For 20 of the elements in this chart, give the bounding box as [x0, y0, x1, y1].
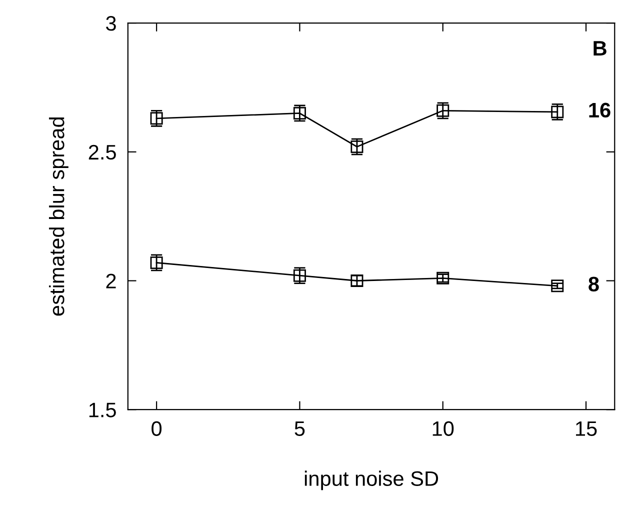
x-tick-label: 0 — [152, 421, 162, 436]
y-axis-title: estimated blur spread — [48, 117, 68, 316]
y-tick-label: 2.5 — [88, 144, 116, 160]
point — [551, 280, 564, 292]
annotation: B — [594, 41, 606, 56]
point — [150, 112, 163, 125]
x-axis-title: input noise SD — [304, 470, 438, 490]
point — [436, 104, 450, 117]
x-tick-label: 10 — [432, 421, 454, 436]
point — [350, 140, 364, 153]
x-tick-label: 15 — [576, 421, 597, 436]
series-label: 16 — [589, 102, 610, 118]
point — [293, 269, 306, 282]
y-tick-label: 3 — [106, 16, 116, 31]
y-tick-label: 1.5 — [89, 402, 116, 418]
point — [293, 106, 306, 120]
x-tick-label: 5 — [294, 421, 305, 436]
point — [150, 256, 163, 269]
legend-label: 8 — [588, 276, 599, 292]
y-tick-label: 2 — [106, 274, 116, 288]
